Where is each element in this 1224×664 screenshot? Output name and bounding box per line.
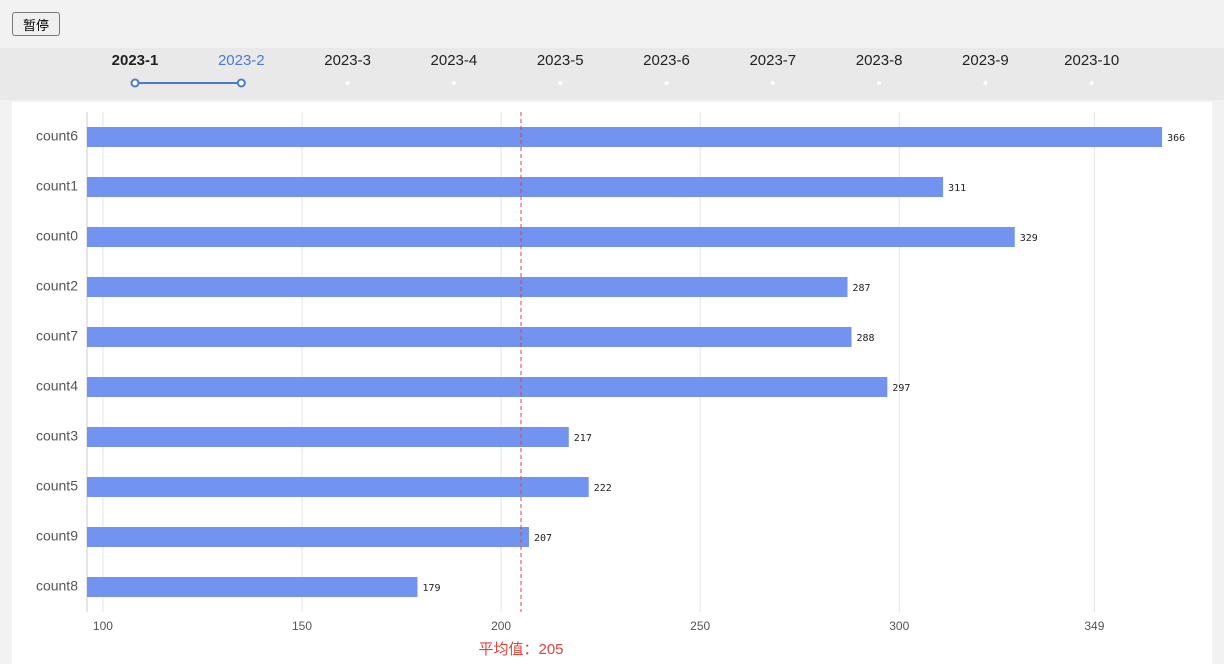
bar [87, 427, 569, 447]
bar [87, 177, 944, 197]
x-tick-label: 200 [491, 619, 511, 633]
timeline-node[interactable] [236, 78, 246, 88]
x-tick-label: 349 [1084, 619, 1104, 633]
value-label: 297 [892, 383, 910, 394]
value-label: 287 [853, 283, 871, 294]
bar [87, 327, 852, 347]
timeline-label[interactable]: 2023-8 [856, 52, 903, 69]
timeline-label[interactable]: 2023-4 [431, 52, 478, 69]
y-tick-label: count2 [36, 278, 78, 294]
x-tick-label: 250 [690, 619, 710, 633]
bar [87, 127, 1163, 147]
y-tick-label: count9 [36, 528, 78, 544]
timeline-dot[interactable] [770, 81, 775, 85]
timeline-band [0, 48, 1224, 100]
value-label: 288 [856, 333, 874, 344]
bar [87, 527, 529, 547]
timeline-node[interactable] [130, 78, 140, 88]
average-label: 平均值：205 [478, 641, 563, 658]
timeline-dot[interactable] [877, 81, 882, 85]
timeline-dot[interactable] [451, 81, 456, 85]
value-label: 217 [574, 433, 592, 444]
timeline-label[interactable]: 2023-3 [324, 52, 371, 69]
value-label: 311 [948, 183, 966, 194]
y-tick-label: count1 [36, 178, 78, 194]
timeline-dot[interactable] [664, 81, 669, 85]
y-tick-label: count4 [36, 378, 78, 394]
timeline-label[interactable]: 2023-6 [643, 52, 690, 69]
bar [87, 377, 888, 397]
timeline-label[interactable]: 2023-7 [749, 52, 796, 69]
y-tick-label: count8 [36, 578, 78, 594]
timeline-label[interactable]: 2023-5 [537, 52, 584, 69]
value-label: 179 [422, 583, 440, 594]
value-label: 207 [534, 533, 552, 544]
x-tick-label: 100 [93, 619, 113, 633]
timeline-dot[interactable] [558, 81, 563, 85]
bar [87, 477, 589, 497]
y-tick-label: count5 [36, 478, 78, 494]
bar [87, 577, 418, 597]
timeline-dot[interactable] [1089, 81, 1094, 85]
y-tick-label: count3 [36, 428, 78, 444]
pause-button[interactable]: 暂停 [12, 12, 60, 36]
timeline-label[interactable]: 2023-1 [112, 52, 159, 69]
value-label: 222 [594, 483, 612, 494]
timeline-dot[interactable] [345, 81, 350, 85]
x-tick-label: 150 [292, 619, 312, 633]
timeline-label[interactable]: 2023-10 [1064, 52, 1119, 69]
y-tick-label: count0 [36, 228, 78, 244]
timeline-label[interactable]: 2023-2 [218, 52, 265, 69]
timeline-label[interactable]: 2023-9 [962, 52, 1009, 69]
y-tick-label: count6 [36, 128, 78, 144]
bar [87, 277, 848, 297]
y-tick-label: count7 [36, 328, 78, 344]
bar [87, 227, 1015, 247]
value-label: 329 [1020, 233, 1038, 244]
x-tick-label: 300 [889, 619, 909, 633]
value-label: 366 [1167, 133, 1185, 144]
timeline-dot[interactable] [983, 81, 988, 85]
